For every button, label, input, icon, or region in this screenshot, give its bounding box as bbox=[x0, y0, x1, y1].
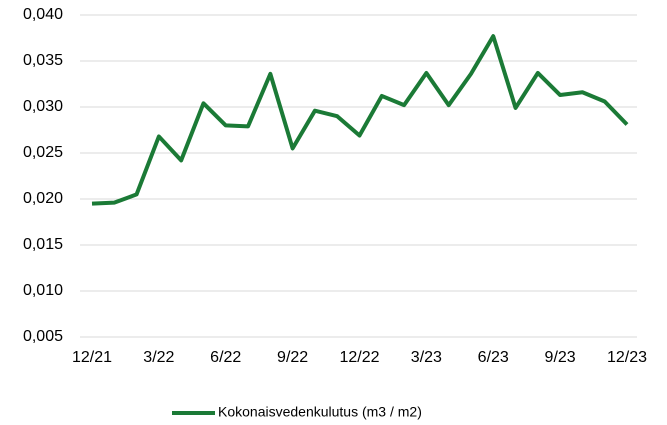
y-tick-label: 0,040 bbox=[23, 6, 63, 23]
y-tick-label: 0,010 bbox=[23, 282, 63, 299]
x-tick-label: 12/23 bbox=[607, 349, 647, 366]
x-tick-label: 6/22 bbox=[210, 349, 241, 366]
x-tick-label: 3/23 bbox=[411, 349, 442, 366]
x-tick-label: 12/22 bbox=[339, 349, 379, 366]
x-tick-label: 12/21 bbox=[72, 349, 112, 366]
y-tick-label: 0,015 bbox=[23, 236, 63, 253]
y-tick-label: 0,025 bbox=[23, 144, 63, 161]
legend-label: Kokonaisvedenkulutus (m3 / m2) bbox=[218, 404, 422, 420]
y-tick-label: 0,005 bbox=[23, 328, 63, 345]
y-tick-label: 0,020 bbox=[23, 190, 63, 207]
y-tick-label: 0,035 bbox=[23, 52, 63, 69]
y-tick-label: 0,030 bbox=[23, 98, 63, 115]
x-tick-label: 6/23 bbox=[478, 349, 509, 366]
x-tick-label: 3/22 bbox=[143, 349, 174, 366]
x-tick-label: 9/22 bbox=[277, 349, 308, 366]
x-tick-label: 9/23 bbox=[545, 349, 576, 366]
data-line bbox=[91, 34, 629, 206]
